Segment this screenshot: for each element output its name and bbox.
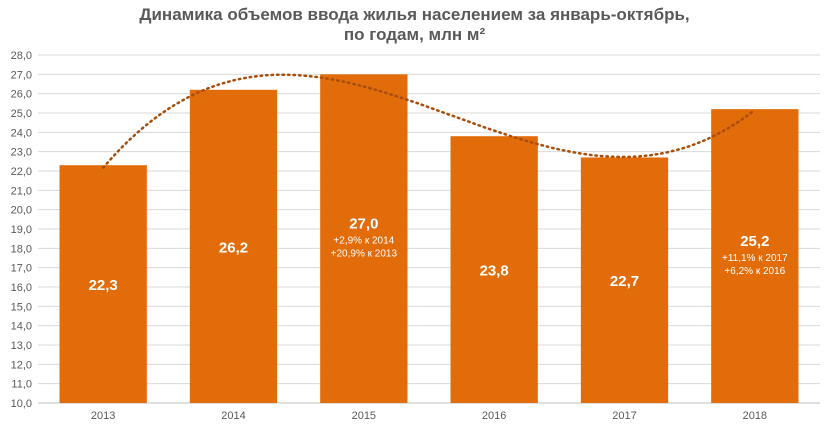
- y-tick-label: 21,0: [11, 185, 32, 197]
- y-tick-label: 16,0: [11, 282, 32, 294]
- x-tick-label: 2018: [743, 410, 767, 422]
- y-tick-label: 12,0: [11, 359, 32, 371]
- growth-annotation: +2,9% к 2014: [333, 236, 394, 247]
- y-tick-label: 27,0: [11, 69, 32, 81]
- data-label: 22,7: [610, 273, 639, 290]
- y-tick-label: 17,0: [11, 263, 32, 275]
- data-label: 22,3: [89, 277, 118, 294]
- bar: [320, 74, 408, 403]
- trendline: [101, 73, 757, 169]
- growth-annotation: +6,2% к 2016: [724, 266, 785, 277]
- y-tick-label: 14,0: [11, 321, 32, 333]
- x-tick-label: 2013: [91, 410, 115, 422]
- data-label: 26,2: [219, 239, 248, 256]
- bar: [580, 157, 669, 403]
- x-tick-label: 2016: [482, 410, 506, 422]
- bar: [189, 89, 278, 404]
- bars: [59, 74, 799, 404]
- y-tick-label: 13,0: [11, 340, 32, 352]
- y-tick-label: 25,0: [11, 108, 32, 120]
- bar: [711, 109, 799, 403]
- x-tick-label: 2017: [612, 410, 636, 422]
- gridlines: [38, 54, 820, 404]
- trendline-path: [101, 73, 757, 169]
- y-tick-label: 24,0: [11, 127, 32, 139]
- data-label: 25,2: [740, 233, 769, 250]
- y-tick-label: 15,0: [11, 301, 32, 313]
- data-label: 23,8: [480, 263, 509, 280]
- y-tick-label: 28,0: [11, 50, 32, 62]
- x-tick-label: 2015: [352, 410, 376, 422]
- y-tick-label: 10,0: [11, 398, 32, 410]
- growth-annotation: +20,9% к 2013: [331, 249, 398, 260]
- data-label: 27,0: [349, 216, 378, 233]
- bar: [59, 165, 147, 403]
- bar: [450, 136, 538, 403]
- y-tick-label: 18,0: [11, 243, 32, 255]
- growth-annotation: +11,1% к 2017: [722, 253, 788, 264]
- y-tick-label: 23,0: [11, 147, 32, 159]
- y-tick-label: 20,0: [11, 205, 32, 217]
- y-tick-label: 19,0: [11, 224, 32, 236]
- y-tick-label: 22,0: [11, 166, 32, 178]
- chart-title: Динамика объемов ввода жилья населением …: [0, 5, 829, 45]
- y-tick-label: 11,0: [11, 379, 32, 391]
- labels: 10,0 11,0 12,0 13,0 14,0 15,0 16,0 17,0 18,0 19,0…: [11, 50, 789, 422]
- y-tick-label: 26,0: [11, 89, 32, 101]
- chart-title-line-2: по годам, млн м²: [343, 25, 486, 44]
- chart-title-line-1: Динамика объемов ввода жилья населением …: [139, 5, 690, 24]
- x-tick-label: 2014: [221, 410, 245, 422]
